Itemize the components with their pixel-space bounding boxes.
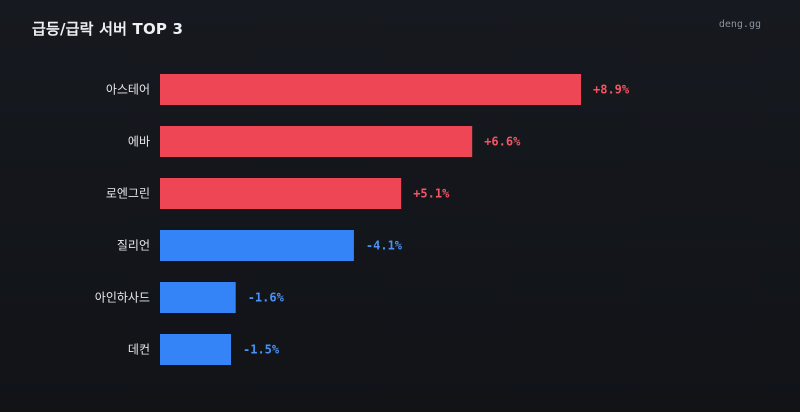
- bar-4: [160, 282, 236, 313]
- bar-0: [160, 74, 581, 105]
- category-label-2: 로엔그린: [106, 187, 150, 201]
- chart-title: 급등/급락 서버 TOP 3: [32, 20, 184, 38]
- bar-1: [160, 126, 473, 157]
- category-label-3: 질리언: [117, 239, 150, 253]
- value-label-2: +5.1%: [413, 187, 450, 201]
- category-label-0: 아스테어: [106, 83, 150, 97]
- value-label-1: +6.6%: [484, 135, 521, 149]
- bar-2: [160, 178, 402, 209]
- category-label-4: 아인하사드: [95, 291, 150, 305]
- value-label-5: -1.5%: [243, 343, 280, 357]
- source-label: deng.gg: [718, 19, 761, 30]
- bar-3: [160, 230, 354, 261]
- category-label-5: 데컨: [128, 343, 150, 357]
- category-label-1: 에바: [128, 135, 150, 149]
- value-label-4: -1.6%: [248, 291, 285, 305]
- bar-5: [160, 334, 231, 365]
- value-label-0: +8.9%: [593, 83, 630, 97]
- value-label-3: -4.1%: [366, 239, 403, 253]
